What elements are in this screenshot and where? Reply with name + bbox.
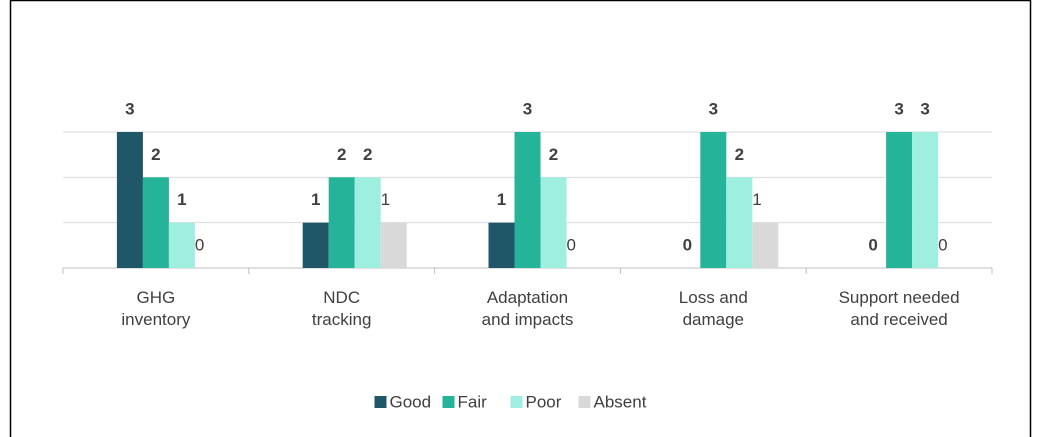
- value-label: 0: [938, 235, 947, 254]
- value-label: 2: [151, 145, 160, 164]
- value-label: 3: [920, 99, 929, 118]
- legend-swatch: [510, 396, 523, 408]
- legend-label: Fair: [458, 392, 488, 411]
- frame: [9, 0, 1032, 437]
- bar: [354, 177, 381, 268]
- value-label: 1: [311, 190, 320, 209]
- value-label: 2: [337, 145, 346, 164]
- x-tick-label: NDC tracking: [311, 288, 372, 329]
- legend-label: Good: [390, 392, 432, 411]
- value-label: 0: [683, 235, 692, 254]
- bar: [912, 132, 939, 268]
- value-label: 2: [363, 145, 372, 164]
- bar: [540, 177, 567, 268]
- bar: [700, 132, 727, 268]
- legend-label: Absent: [594, 392, 647, 411]
- bar: [886, 132, 913, 268]
- value-label: 1: [752, 190, 761, 209]
- value-label: 0: [195, 235, 204, 254]
- x-tick-label: Support needed and received: [838, 288, 960, 329]
- bar: [726, 177, 753, 268]
- value-label: 3: [709, 99, 718, 118]
- value-label: 0: [567, 235, 576, 254]
- x-tick-label: GHG inventory: [121, 288, 191, 329]
- legend-swatch: [578, 396, 591, 408]
- bar: [514, 132, 541, 268]
- bar: [168, 222, 195, 268]
- bar: [380, 222, 407, 268]
- legend-label: Poor: [526, 392, 562, 411]
- value-label: 0: [868, 235, 877, 254]
- legend-swatch: [374, 396, 387, 408]
- value-label: 1: [497, 190, 506, 209]
- value-label: 2: [735, 145, 744, 164]
- bar: [116, 132, 143, 268]
- bar: [752, 222, 779, 268]
- bar: [328, 177, 355, 268]
- value-label: 3: [125, 99, 134, 118]
- legend-swatch: [442, 396, 455, 408]
- value-label: 3: [523, 99, 532, 118]
- x-tick-label: Loss and damage: [678, 288, 748, 329]
- bar: [488, 222, 515, 268]
- bar: [142, 177, 169, 268]
- value-label: 2: [549, 145, 558, 164]
- value-label: 1: [177, 190, 186, 209]
- value-label: 3: [894, 99, 903, 118]
- x-tick-label: Adaptation and impacts: [481, 288, 574, 329]
- bar: [302, 222, 329, 268]
- value-label: 1: [381, 190, 390, 209]
